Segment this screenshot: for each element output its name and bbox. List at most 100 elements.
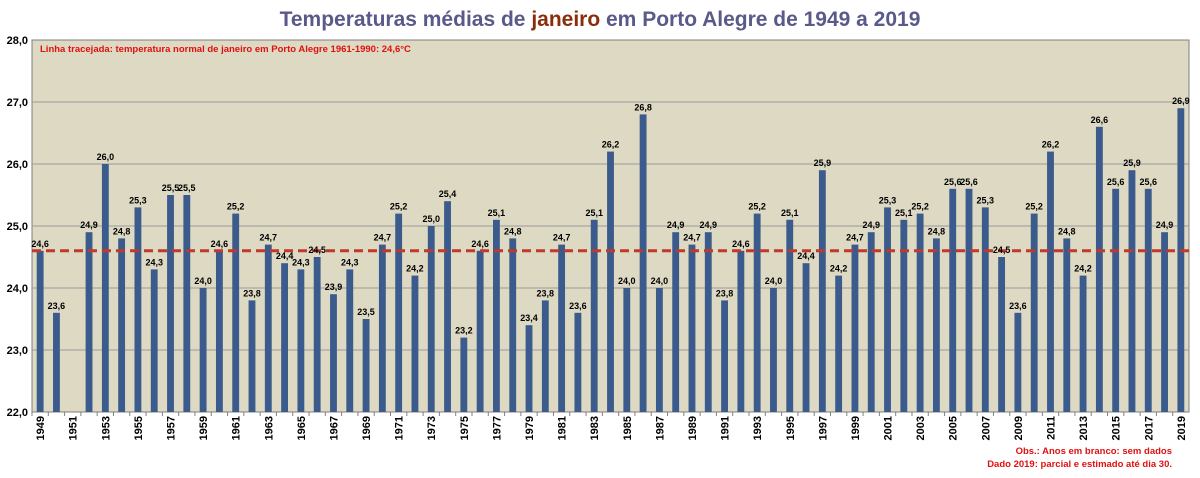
bar (639, 114, 647, 413)
x-tick-label: 2007 (980, 416, 992, 440)
data-label: 25,9 (1123, 158, 1141, 168)
data-label: 24,3 (145, 257, 163, 267)
data-label: 24,6 (211, 239, 229, 249)
y-tick-label: 23,0 (7, 345, 28, 357)
bar (232, 213, 240, 412)
partial-data-note: Dado 2019: parcial e estimado até dia 30… (987, 459, 1172, 470)
bar (1095, 126, 1103, 413)
data-label: 24,2 (406, 264, 424, 274)
x-tick-label: 1963 (263, 416, 275, 440)
x-tick-label: 1985 (622, 416, 634, 440)
bar (85, 232, 93, 412)
x-tick-label: 1955 (133, 416, 145, 440)
data-label: 25,2 (911, 202, 929, 212)
data-label: 24,9 (80, 220, 98, 230)
data-label: 23,8 (716, 288, 734, 298)
bar (493, 219, 500, 412)
x-tick-label: 1981 (557, 416, 569, 440)
bar (688, 244, 696, 412)
data-label: 24,9 (862, 220, 880, 230)
reference-line-note: Linha tracejada: temperatura normal de j… (40, 44, 411, 55)
data-label: 25,3 (977, 195, 995, 205)
x-tick-label: 1991 (720, 416, 732, 440)
x-tick-label: 2005 (948, 416, 960, 440)
bar (395, 213, 403, 412)
data-label: 24,9 (667, 220, 685, 230)
data-label-layer: 24,6 23,6 24,9 26,0 24,8 25,3 24,3 25,525,5 24,0… (31, 96, 1189, 335)
bar (476, 250, 484, 412)
x-tick-label: 2003 (915, 416, 927, 440)
bar (427, 226, 435, 412)
bar (167, 195, 174, 412)
x-tick-label: 1993 (752, 416, 764, 440)
x-tick-label: 1961 (231, 416, 243, 440)
data-label: 23,8 (243, 288, 261, 298)
bar (411, 275, 419, 412)
bar (444, 201, 451, 412)
x-tick-label: 2015 (1111, 416, 1123, 440)
data-label: 25,6 (944, 177, 962, 187)
bar (525, 325, 533, 412)
bar (607, 151, 614, 412)
bar (867, 232, 875, 412)
x-tick-label: 1979 (524, 416, 536, 440)
bar (672, 232, 680, 412)
bar (1063, 238, 1071, 412)
data-label: 24,6 (732, 239, 750, 249)
x-tick-label: 2009 (1013, 416, 1025, 440)
y-tick-label: 25,0 (7, 221, 28, 233)
bar (998, 257, 1006, 412)
bar (574, 312, 582, 412)
bar (737, 250, 745, 412)
data-label: 25,1 (488, 208, 506, 218)
data-label: 25,9 (814, 158, 832, 168)
data-label: 24,8 (1058, 226, 1076, 236)
x-tick-label: 1987 (654, 416, 666, 440)
data-label: 25,2 (748, 202, 766, 212)
data-label: 26,2 (602, 140, 620, 150)
y-tick-label: 22,0 (7, 407, 28, 419)
bar (981, 207, 989, 412)
bar (1014, 312, 1022, 412)
bar (134, 207, 142, 412)
data-label: 25,5 (178, 183, 196, 193)
bar (1177, 108, 1185, 412)
bar (916, 213, 924, 412)
data-label: 24,6 (31, 239, 49, 249)
bar (1112, 188, 1120, 412)
bar (1030, 213, 1038, 412)
bar (770, 288, 777, 412)
data-label: 26,9 (1172, 96, 1190, 106)
data-label: 24,7 (683, 233, 701, 243)
x-tick-label: 1977 (491, 416, 503, 440)
y-tick-label: 28,0 (7, 35, 28, 47)
x-tick-label: 1997 (817, 416, 829, 440)
bar (1161, 232, 1168, 412)
data-label: 24,8 (928, 226, 946, 236)
bar (460, 337, 468, 412)
data-label: 24,7 (374, 233, 392, 243)
x-tick-label: 2011 (1045, 416, 1057, 440)
data-label: 25,1 (781, 208, 799, 218)
bar (1144, 188, 1152, 412)
data-label: 24,0 (765, 276, 783, 286)
data-label: 24,5 (993, 245, 1011, 255)
data-label: 24,5 (308, 245, 326, 255)
bar (264, 244, 272, 412)
y-tick-label: 27,0 (7, 97, 28, 109)
data-label: 25,2 (1025, 202, 1043, 212)
bar (150, 269, 158, 412)
data-label: 24,4 (797, 251, 815, 261)
x-tick-label: 2019 (1176, 416, 1188, 440)
data-label: 24,0 (194, 276, 212, 286)
data-label: 24,7 (846, 233, 864, 243)
data-label: 24,8 (504, 226, 522, 236)
bar (541, 300, 549, 412)
data-label: 25,0 (422, 214, 440, 224)
x-tick-label: 1989 (687, 416, 699, 440)
data-label: 24,7 (260, 233, 278, 243)
x-tick-label: 1995 (785, 416, 797, 440)
bar (36, 250, 44, 412)
bar (590, 219, 598, 412)
x-tick-label: 1973 (426, 416, 438, 440)
